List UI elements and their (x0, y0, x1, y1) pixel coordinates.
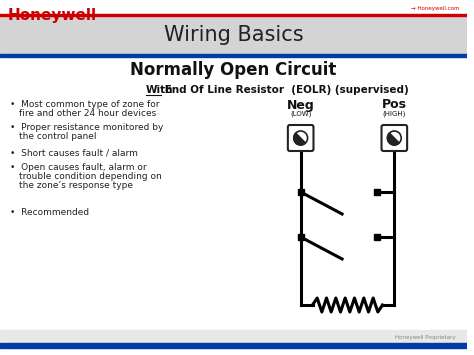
Text: the control panel: the control panel (19, 132, 96, 141)
Bar (0, 14, 467, 16)
Bar (0, 330, 467, 346)
Text: → Honeywell.com: → Honeywell.com (411, 6, 459, 11)
FancyBboxPatch shape (382, 125, 407, 151)
Text: Wiring Basics: Wiring Basics (164, 25, 303, 45)
Text: Pos: Pos (382, 98, 407, 111)
Text: •  Proper resistance monitored by: • Proper resistance monitored by (10, 123, 163, 132)
Text: Honeywell Proprietary: Honeywell Proprietary (395, 334, 456, 339)
Text: •  Short causes fault / alarm: • Short causes fault / alarm (10, 148, 138, 157)
Text: fire and other 24 hour devices: fire and other 24 hour devices (19, 109, 156, 118)
Text: Normally Open Circuit: Normally Open Circuit (130, 61, 337, 79)
Bar (0, 54, 467, 56)
Bar (0, 343, 467, 348)
Polygon shape (387, 133, 399, 145)
Text: (HIGH): (HIGH) (383, 111, 406, 117)
Text: (LOW): (LOW) (290, 111, 311, 117)
Text: •  Most common type of zone for: • Most common type of zone for (10, 100, 159, 109)
FancyBboxPatch shape (288, 125, 313, 151)
Text: •  Open causes fault, alarm or: • Open causes fault, alarm or (10, 163, 146, 172)
Text: the zone’s response type: the zone’s response type (19, 181, 133, 190)
Bar (0, 16, 467, 54)
Text: Honeywell: Honeywell (8, 8, 97, 23)
Text: Neg: Neg (287, 98, 315, 111)
Text: trouble condition depending on: trouble condition depending on (19, 172, 162, 181)
Text: With: With (146, 85, 173, 95)
Text: End Of Line Resistor  (EOLR) (supervised): End Of Line Resistor (EOLR) (supervised) (161, 85, 409, 95)
Polygon shape (294, 133, 306, 145)
Text: •  Recommended: • Recommended (10, 208, 89, 217)
